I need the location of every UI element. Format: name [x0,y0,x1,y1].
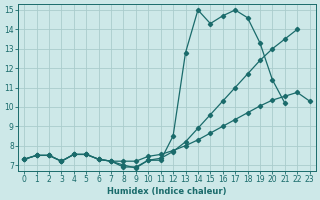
X-axis label: Humidex (Indice chaleur): Humidex (Indice chaleur) [107,187,227,196]
